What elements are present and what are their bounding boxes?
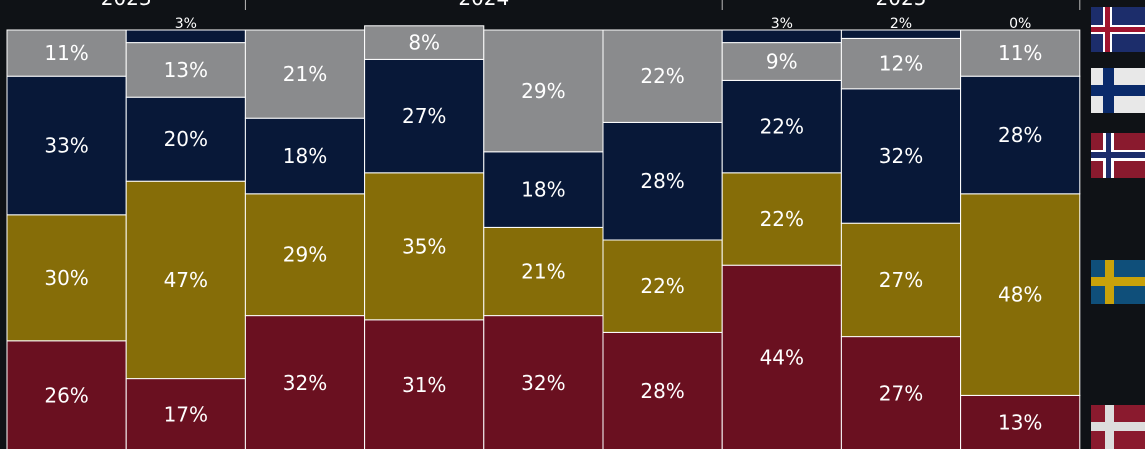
- value-label: 3%: [771, 16, 793, 32]
- value-label: 8%: [408, 31, 440, 55]
- bar-segment: [125, 180, 246, 380]
- value-label: 30%: [44, 266, 88, 290]
- value-label: 32%: [879, 144, 923, 168]
- flag-iceland: [1091, 7, 1145, 52]
- bar-segment: [364, 58, 485, 174]
- bar-segment: [6, 29, 127, 77]
- bar-segment: [483, 151, 604, 228]
- value-label: 11%: [44, 41, 88, 65]
- value-label: 35%: [402, 234, 446, 258]
- flags: [1091, 7, 1145, 449]
- value-label: 21%: [521, 260, 565, 284]
- value-label: 22%: [640, 64, 684, 88]
- value-label: 9%: [766, 50, 798, 74]
- value-label: 22%: [640, 274, 684, 298]
- value-label: 11%: [998, 41, 1042, 65]
- value-label: 20%: [164, 127, 208, 151]
- bar-segment: [840, 222, 962, 338]
- bar-segment: [364, 319, 485, 449]
- value-label: 48%: [998, 283, 1042, 307]
- value-label: 33%: [44, 134, 88, 158]
- bar-segment: [125, 378, 246, 449]
- bar-segment: [840, 336, 962, 449]
- value-label: 27%: [879, 381, 923, 405]
- value-label: 17%: [164, 402, 208, 426]
- flag-sweden: [1091, 260, 1145, 304]
- bar-segment: [960, 29, 1081, 77]
- bar-segment: [125, 96, 246, 182]
- bar-segment: [960, 193, 1081, 396]
- bar-segment: [483, 29, 604, 153]
- bar-segment: [602, 29, 723, 123]
- value-label: 22%: [760, 207, 804, 231]
- value-label: 27%: [402, 104, 446, 128]
- bar-segment: [602, 331, 723, 449]
- bar-segment: [840, 88, 962, 224]
- value-label: 28%: [998, 123, 1042, 147]
- bar-segment: [960, 75, 1081, 195]
- bar-segment: [960, 394, 1081, 449]
- value-label: 27%: [879, 268, 923, 292]
- bar-segment: [244, 29, 366, 119]
- bar-segment: [721, 79, 842, 174]
- value-label: 32%: [521, 371, 565, 395]
- value-label: 18%: [521, 178, 565, 202]
- value-label: 29%: [521, 79, 565, 103]
- value-label: 21%: [283, 62, 327, 86]
- value-label: 3%: [175, 16, 197, 32]
- bar-segment: [364, 25, 485, 60]
- value-label: 13%: [164, 58, 208, 82]
- bar-segment: [244, 193, 366, 317]
- value-label: 12%: [879, 52, 923, 76]
- value-label: 2%: [890, 16, 912, 32]
- bar-segment: [6, 340, 127, 449]
- flag-finland: [1091, 68, 1145, 113]
- value-label: 28%: [640, 169, 684, 193]
- bar-segment: [6, 214, 127, 342]
- bar-segment: [364, 172, 485, 321]
- value-label: 22%: [760, 115, 804, 139]
- bar-segment: [244, 315, 366, 449]
- bar-segment: [244, 117, 366, 195]
- value-label: 44%: [760, 346, 804, 370]
- value-label: 0%: [1009, 16, 1031, 32]
- value-label: 47%: [164, 268, 208, 292]
- value-label: 28%: [640, 379, 684, 403]
- bar-segment: [6, 75, 127, 216]
- bar-segment: [721, 264, 842, 449]
- bar-segment: [602, 121, 723, 241]
- year-label: 2024: [458, 0, 509, 10]
- value-label: 32%: [283, 371, 327, 395]
- value-label: 26%: [44, 383, 88, 407]
- flag-denmark: [1091, 405, 1145, 449]
- value-label: 13%: [998, 411, 1042, 435]
- bar-segment: [483, 315, 604, 449]
- year-label: 2025: [876, 0, 927, 10]
- value-label: 18%: [283, 144, 327, 168]
- year-label: 2023: [101, 0, 152, 10]
- bar-segment: [840, 37, 962, 90]
- value-label: 31%: [402, 373, 446, 397]
- flag-norway: [1091, 133, 1145, 178]
- value-label: 29%: [283, 243, 327, 267]
